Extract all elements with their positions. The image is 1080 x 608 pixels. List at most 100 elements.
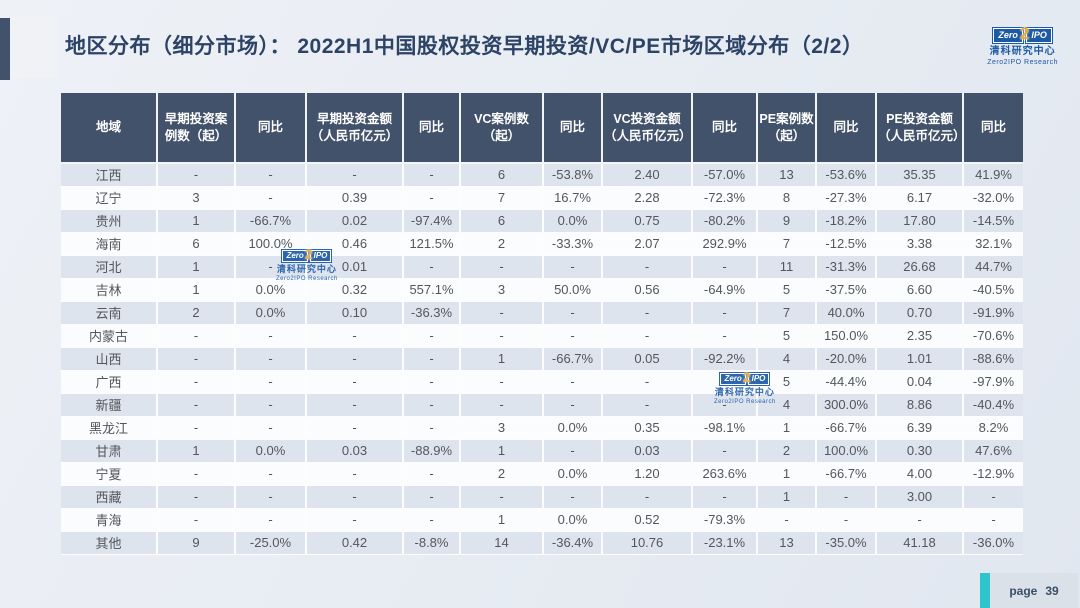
value-cell: -97.4% xyxy=(403,209,461,233)
value-cell: - xyxy=(306,508,404,532)
value-cell: -97.9% xyxy=(963,370,1023,394)
table-row: 内蒙古 - - - - - - - -5 150.0% 2.35 -70.6% xyxy=(61,324,1023,348)
region-distribution-table: 地域 早期投资案 例数（起） 同比 早期投资金额 （人民币亿元） 同比 VC案例数 （起）… xyxy=(61,93,1023,555)
value-cell: -91.9% xyxy=(963,301,1023,325)
value-cell: -66.7% xyxy=(543,347,603,371)
value-cell: 44.7% xyxy=(963,255,1023,279)
title-accent-bar-light xyxy=(10,15,58,78)
region-cell: 辽宁 xyxy=(61,186,158,210)
value-cell: 1 xyxy=(757,416,817,440)
value-cell: 5 xyxy=(757,278,817,302)
value-cell: 2 xyxy=(460,462,544,486)
value-cell: - xyxy=(876,508,964,532)
value-cell: 1 xyxy=(157,255,236,279)
region-cell: 黑龙江 xyxy=(61,416,158,440)
region-cell: 河北 xyxy=(61,255,158,279)
value-cell: 5 xyxy=(757,370,817,394)
value-cell: 0.10 xyxy=(306,301,404,325)
value-cell: 0.0% xyxy=(235,278,307,302)
value-cell: -92.2% xyxy=(692,347,758,371)
value-cell: 6 xyxy=(460,209,544,233)
value-cell: - xyxy=(235,370,307,394)
value-cell: 1 xyxy=(460,347,544,371)
watermark-logo-mark: Zero 2 IPO xyxy=(720,369,770,386)
value-cell: 41.18 xyxy=(876,531,964,555)
value-cell: 2 xyxy=(460,232,544,256)
value-cell: 26.68 xyxy=(876,255,964,279)
value-cell: 3.38 xyxy=(876,232,964,256)
value-cell: - xyxy=(460,301,544,325)
value-cell: -32.0% xyxy=(963,186,1023,210)
value-cell: - xyxy=(157,324,236,348)
column-header-1: 早期投资案 例数（起） xyxy=(157,93,236,164)
value-cell: - xyxy=(543,370,603,394)
value-cell: 0.56 xyxy=(602,278,693,302)
value-cell: 11 xyxy=(757,255,817,279)
value-cell: - xyxy=(460,370,544,394)
value-cell: - xyxy=(306,370,404,394)
value-cell: 0.05 xyxy=(602,347,693,371)
value-cell: 50.0% xyxy=(543,278,603,302)
value-cell: - xyxy=(403,393,461,417)
value-cell: 6 xyxy=(460,163,544,187)
zero2ipo-watermark: Zero 2 IPO 清科研究中心 Zero2IPO Research xyxy=(276,247,338,282)
value-cell: -80.2% xyxy=(692,209,758,233)
value-cell: - xyxy=(403,462,461,486)
value-cell: - xyxy=(816,485,877,509)
value-cell: - xyxy=(543,324,603,348)
value-cell: -25.0% xyxy=(235,531,307,555)
value-cell: 1 xyxy=(157,209,236,233)
value-cell: -66.7% xyxy=(235,209,307,233)
value-cell: 0.39 xyxy=(306,186,404,210)
value-cell: - xyxy=(403,186,461,210)
value-cell: -88.9% xyxy=(403,439,461,463)
value-cell: - xyxy=(460,485,544,509)
value-cell: 292.9% xyxy=(692,232,758,256)
value-cell: 41.9% xyxy=(963,163,1023,187)
logo-two-numeral: 2 xyxy=(742,369,751,385)
value-cell: 2 xyxy=(757,439,817,463)
logo-en-name: Zero2IPO Research xyxy=(987,59,1058,66)
value-cell: - xyxy=(306,324,404,348)
value-cell: -79.3% xyxy=(692,508,758,532)
value-cell: 6 xyxy=(157,232,236,256)
value-cell: 0.0% xyxy=(543,416,603,440)
value-cell: - xyxy=(543,393,603,417)
value-cell: -40.5% xyxy=(963,278,1023,302)
value-cell: -18.2% xyxy=(816,209,877,233)
value-cell: -98.1% xyxy=(692,416,758,440)
value-cell: 0.32 xyxy=(306,278,404,302)
value-cell: 1 xyxy=(460,508,544,532)
page-label: page xyxy=(1009,583,1038,598)
logo-ipo-box: IPO xyxy=(1026,28,1052,43)
region-cell: 江西 xyxy=(61,163,158,187)
value-cell: -35.0% xyxy=(816,531,877,555)
value-cell: 0.75 xyxy=(602,209,693,233)
table-body: 江西 - - - -6 -53.8% 2.40 -57.0% 13 -53.6% 35.35 41.9… xyxy=(61,163,1023,555)
table-row: 其他 9 -25.0% 0.42 -8.8% 14 -36.4% 10.76 -23.1% 13-… xyxy=(61,531,1023,555)
region-cell: 吉林 xyxy=(61,278,158,302)
value-cell: - xyxy=(306,462,404,486)
value-cell: 35.35 xyxy=(876,163,964,187)
value-cell: -12.5% xyxy=(816,232,877,256)
region-cell: 山西 xyxy=(61,347,158,371)
watermark-logo-mark: Zero 2 IPO xyxy=(282,247,332,263)
page-number-box: page 39 xyxy=(990,573,1078,608)
value-cell: - xyxy=(963,485,1023,509)
value-cell: - xyxy=(235,186,307,210)
value-cell: -88.6% xyxy=(963,347,1023,371)
value-cell: - xyxy=(235,393,307,417)
logo-cn-name: 清科研究中心 xyxy=(989,46,1056,57)
value-cell: 0.0% xyxy=(543,508,603,532)
value-cell: 2 xyxy=(157,301,236,325)
region-cell: 新疆 xyxy=(61,393,158,417)
value-cell: - xyxy=(403,485,461,509)
value-cell: 17.80 xyxy=(876,209,964,233)
value-cell: 2.35 xyxy=(876,324,964,348)
value-cell: - xyxy=(306,347,404,371)
region-cell: 广西 xyxy=(61,370,158,394)
value-cell: -44.4% xyxy=(816,370,877,394)
value-cell: -27.3% xyxy=(816,186,877,210)
value-cell: 8.2% xyxy=(963,416,1023,440)
table-row: 江西 - - - -6 -53.8% 2.40 -57.0% 13 -53.6% 35.35 41.9… xyxy=(61,163,1023,187)
